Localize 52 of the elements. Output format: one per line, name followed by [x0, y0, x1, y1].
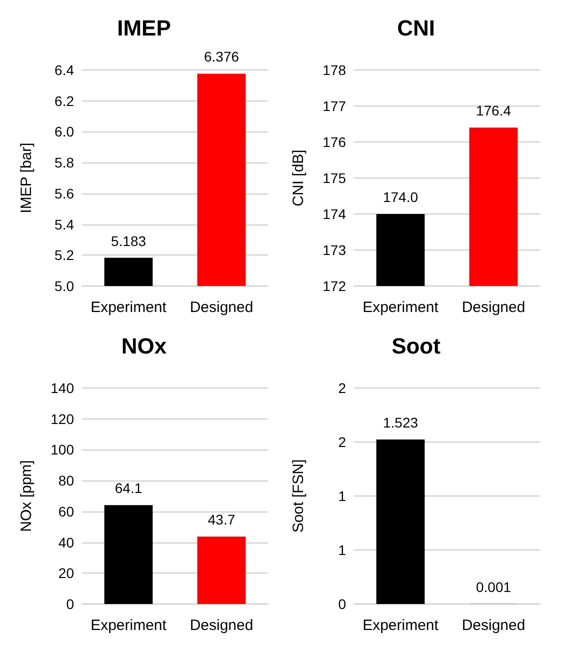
data-label: 174.0	[382, 189, 418, 205]
x-tick-label: Designed	[462, 617, 526, 634]
x-tick-label: Experiment	[362, 299, 440, 316]
chart-title: Soot	[392, 334, 442, 358]
y-tick-label: 20	[58, 565, 74, 582]
y-tick-label: 1	[338, 488, 346, 504]
y-tick-label: 40	[58, 534, 74, 550]
y-tick-label: 178	[322, 62, 346, 78]
chart-title: CNI	[397, 16, 435, 40]
y-tick-label: 0	[66, 596, 74, 612]
chart-title: NOx	[121, 334, 168, 358]
x-tick-label: Designed	[190, 299, 254, 316]
data-label: 5.183	[110, 232, 146, 249]
y-tick-label: 120	[50, 410, 74, 427]
y-axis-title: Soot [FSN]	[290, 459, 307, 533]
y-axis-title: NOx [ppm]	[18, 460, 35, 532]
data-label: 0.001	[476, 578, 512, 595]
x-tick-label: Designed	[190, 617, 254, 634]
y-tick-label: 0	[338, 596, 346, 612]
y-tick-label: 2	[338, 380, 346, 396]
data-label: 6.376	[204, 48, 240, 65]
y-tick-label: 174	[322, 206, 346, 222]
y-tick-label: 2	[338, 434, 346, 450]
y-tick-label: 5.0	[54, 278, 74, 294]
y-tick-label: 173	[322, 242, 346, 258]
data-label: 43.7	[208, 512, 236, 528]
data-label: 64.1	[114, 480, 142, 496]
x-tick-label: Experiment	[90, 617, 168, 634]
chart-title: IMEP	[117, 16, 171, 40]
y-tick-label: 6.2	[54, 92, 74, 109]
data-label: 1.523	[382, 414, 418, 431]
y-tick-label: 5.4	[54, 216, 74, 232]
y-tick-label: 5.6	[54, 185, 74, 202]
y-tick-label: 60	[58, 503, 74, 520]
y-tick-label: 5.8	[54, 154, 74, 171]
y-tick-label: 6.0	[54, 124, 74, 140]
y-tick-label: 172	[322, 278, 346, 294]
y-tick-label: 6.4	[54, 62, 74, 78]
y-tick-label: 176	[322, 134, 346, 150]
y-axis-title: CNI [dB]	[290, 150, 307, 206]
y-tick-label: 100	[50, 442, 74, 458]
x-tick-label: Experiment	[90, 299, 168, 316]
y-axis-title: IMEP [bar]	[18, 142, 35, 214]
x-tick-label: Experiment	[362, 617, 440, 634]
data-label: 176.4	[476, 102, 512, 119]
x-tick-label: Designed	[462, 299, 526, 316]
y-tick-label: 177	[322, 98, 346, 114]
y-tick-label: 80	[58, 472, 74, 489]
y-tick-label: 1	[338, 542, 346, 558]
y-tick-label: 5.2	[54, 247, 74, 264]
y-tick-label: 175	[322, 170, 346, 186]
y-tick-label: 140	[50, 380, 74, 396]
